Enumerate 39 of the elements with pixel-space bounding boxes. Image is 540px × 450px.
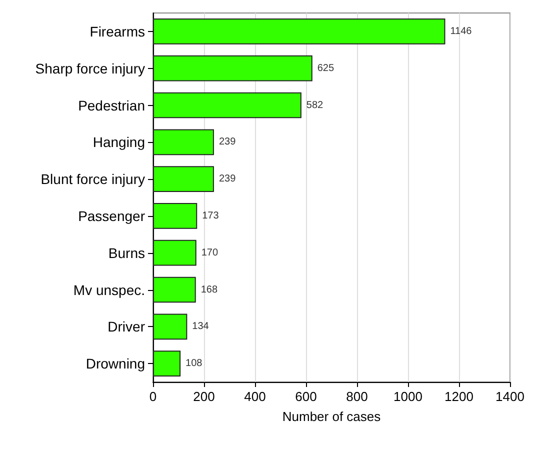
bar xyxy=(153,92,302,118)
x-tick-label: 800 xyxy=(346,389,368,404)
data-label: 170 xyxy=(201,247,218,258)
x-tick-label: 200 xyxy=(193,389,215,404)
data-label: 168 xyxy=(200,284,218,296)
bar xyxy=(153,129,214,156)
y-tick-label: Pedestrian xyxy=(78,97,145,114)
y-tick-label: Firearms xyxy=(90,23,145,40)
bar xyxy=(153,166,214,192)
x-tick-label: 1200 xyxy=(444,389,474,404)
y-tick-label: Burns xyxy=(108,244,145,261)
x-tick-label: 400 xyxy=(244,389,266,404)
bar xyxy=(153,18,446,44)
data-label: 239 xyxy=(218,136,236,148)
x-tick-label: 1000 xyxy=(394,389,422,404)
bar xyxy=(153,203,198,229)
bar xyxy=(153,350,181,376)
y-tick-label: Driver xyxy=(108,318,146,335)
x-axis-title: Number of cases xyxy=(282,409,382,424)
data-label: 239 xyxy=(218,174,236,185)
x-tick-label: 1400 xyxy=(496,389,524,404)
data-label: 1146 xyxy=(450,26,472,37)
x-tick-label: 600 xyxy=(295,389,317,404)
y-tick-label: Drowning xyxy=(86,356,145,372)
bar xyxy=(153,55,312,82)
bar xyxy=(153,240,196,266)
bar xyxy=(153,314,188,340)
x-tick-label: 0 xyxy=(149,389,157,404)
data-label: 625 xyxy=(317,62,334,74)
y-tick-label: Blunt force injury xyxy=(40,171,145,188)
data-label: 134 xyxy=(192,321,210,332)
bar xyxy=(153,276,196,303)
data-label: 108 xyxy=(186,358,203,370)
y-tick-label: Sharp force injury xyxy=(35,60,145,76)
y-tick-label: Hanging xyxy=(92,134,145,150)
data-label: 582 xyxy=(306,100,324,111)
y-tick-label: Passenger xyxy=(78,208,146,224)
y-tick-label: Mv unspec. xyxy=(73,282,145,298)
data-label: 173 xyxy=(202,210,220,222)
